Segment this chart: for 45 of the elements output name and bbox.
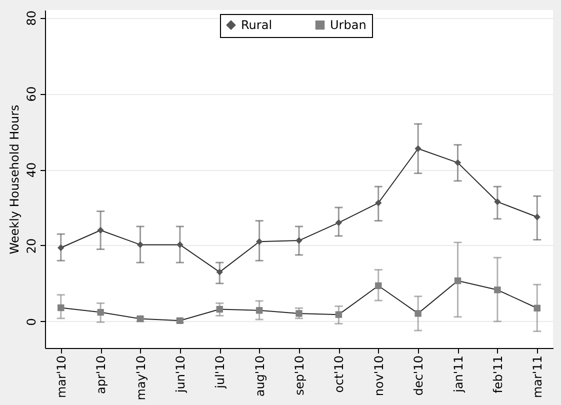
point [136, 241, 144, 248]
x-tick-label: mar'11 [530, 356, 545, 398]
point [97, 226, 104, 234]
point [534, 214, 540, 220]
legend-label: Urban [330, 18, 366, 32]
point [97, 308, 104, 316]
point [375, 200, 382, 206]
x-tick-label: may'10 [134, 356, 148, 400]
y-tick-label: 0 [24, 318, 38, 326]
x-tick-label: feb'11 [490, 356, 505, 394]
legend-label: Rural [241, 18, 272, 32]
point [494, 198, 501, 206]
x-tick-label: apr'10 [94, 356, 108, 394]
point [454, 159, 462, 166]
point [534, 304, 540, 312]
y-tick-label: 40 [24, 162, 38, 178]
x-tick-label: mar'10 [54, 356, 68, 398]
x-tick-label: nov'10 [372, 356, 386, 396]
point [414, 310, 422, 317]
point [58, 244, 64, 252]
y-tick-label: 20 [24, 238, 38, 254]
point [256, 238, 263, 246]
y-tick-label: 80 [24, 10, 38, 26]
x-tick-label: jun'10 [173, 356, 188, 394]
point [454, 277, 462, 284]
x-tick-label: sep'10 [292, 356, 306, 396]
point [296, 237, 302, 244]
x-tick-label: jan'11 [451, 356, 466, 394]
x-tick-label: aug'10 [252, 356, 267, 397]
point [335, 311, 342, 318]
point [216, 306, 223, 313]
point [494, 286, 501, 294]
point [414, 145, 422, 152]
x-tick-label: dec'10 [412, 356, 426, 396]
point [296, 310, 302, 317]
y-axis-title: Weekly Household Hours [8, 104, 22, 254]
point [375, 282, 382, 290]
point [216, 268, 223, 276]
point [176, 241, 184, 248]
point [58, 304, 64, 312]
x-tick-label: oct'10 [332, 356, 346, 393]
point [256, 307, 263, 314]
x-tick-label: jul'10 [213, 356, 228, 390]
y-tick-label: 60 [24, 86, 38, 102]
point [335, 219, 342, 226]
